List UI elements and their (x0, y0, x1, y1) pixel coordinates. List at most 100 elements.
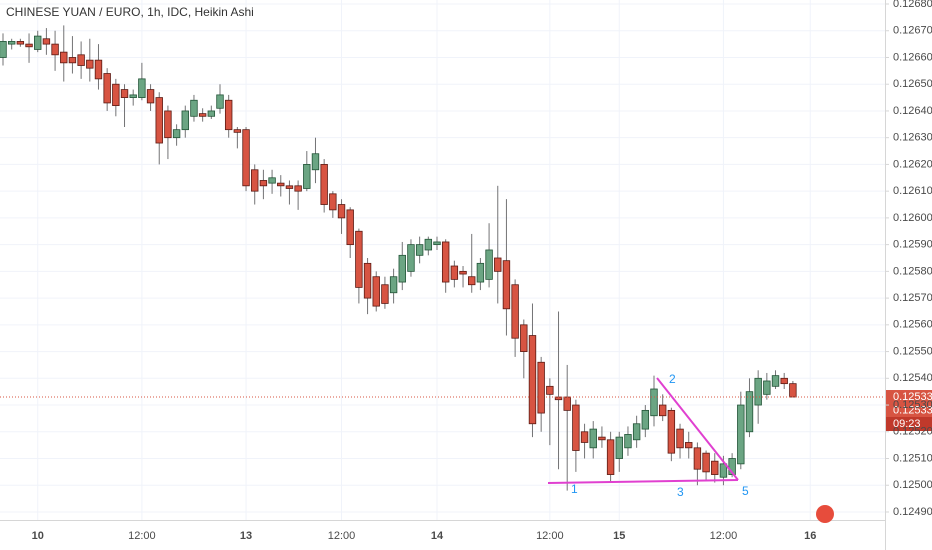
candle-body (763, 380, 771, 395)
candle-body (485, 249, 493, 280)
candle-body (658, 404, 667, 417)
candle-body (572, 404, 580, 451)
candle-body (294, 185, 302, 192)
x-tick-label: 12:00 (128, 530, 156, 542)
candle-body (693, 447, 702, 470)
y-tick-label: 0.12590 (893, 239, 932, 251)
candle-body (138, 78, 146, 98)
candle-body (433, 241, 441, 246)
candle-body (155, 97, 163, 144)
y-tick-label: 0.12500 (893, 479, 932, 491)
candle-body (667, 409, 676, 454)
candle-body (259, 180, 268, 187)
candle-body (728, 458, 736, 475)
candle-body (719, 463, 728, 478)
candle-body (389, 276, 398, 294)
x-tick-label: 12:00 (328, 530, 356, 542)
price-tag-label: 0.12533 (893, 391, 932, 403)
candle-body (476, 262, 485, 283)
y-tick-label: 0.12580 (893, 265, 932, 277)
candle-body (0, 41, 7, 58)
candle-body (468, 276, 476, 286)
candle-body (459, 270, 467, 275)
candle-body (589, 428, 597, 449)
candle-body (86, 59, 94, 69)
candle-body (337, 204, 346, 219)
y-tick-label: 0.12510 (893, 452, 932, 464)
y-tick-label: 0.12630 (893, 132, 932, 144)
candle-body (68, 57, 77, 64)
x-tick-label: 10 (32, 530, 44, 542)
candle-body (563, 396, 571, 411)
candle-body (424, 238, 433, 251)
candle-body (164, 110, 172, 139)
candle-body (103, 73, 111, 104)
candle-body (398, 254, 406, 283)
candle-body (51, 43, 59, 56)
x-tick-label: 13 (240, 530, 252, 542)
candle-body (216, 94, 224, 109)
candle-body (650, 388, 658, 417)
candle-body (172, 129, 181, 139)
price-tag-label: 09:23 (893, 418, 921, 430)
annotation: 2 (669, 372, 676, 386)
candle-body (745, 391, 754, 433)
candle-body (528, 335, 537, 425)
y-tick-label: 0.12570 (893, 292, 932, 304)
candle-body (268, 177, 276, 184)
chart-title: CHINESE YUAN / EURO, 1h, IDC, Heikin Ash… (6, 5, 254, 19)
y-tick-label: 0.12610 (893, 185, 932, 197)
candle-body (120, 89, 129, 98)
candle-body (780, 377, 788, 385)
y-tick-label: 0.12660 (893, 51, 932, 63)
candle-body (303, 164, 311, 189)
candle-body (277, 182, 285, 187)
candle-body (381, 284, 389, 304)
candle-body (685, 442, 693, 449)
y-tick-label: 0.12520 (893, 426, 932, 438)
candle-body (676, 428, 684, 449)
x-tick-label: 16 (804, 530, 816, 542)
candle-body (94, 59, 103, 80)
y-tick-label: 0.12640 (893, 105, 932, 117)
drawing (547, 377, 739, 484)
price-tag (886, 417, 932, 432)
candle-body (320, 164, 328, 205)
candle-body (34, 35, 42, 50)
candle-body (346, 209, 354, 246)
candle-body (580, 431, 589, 443)
y-tick-label: 0.12680 (893, 0, 932, 10)
candle-body (702, 452, 710, 473)
candle-body (598, 436, 606, 441)
candle-body (181, 110, 189, 131)
candle-body (511, 284, 519, 339)
candle-body (16, 41, 25, 45)
candle-body (242, 129, 250, 187)
candle-body (520, 324, 528, 352)
candle-body (251, 169, 259, 192)
candle-body (615, 436, 623, 459)
candle-body (737, 404, 745, 465)
x-tick-label: 14 (431, 530, 444, 542)
candle-body (546, 385, 554, 395)
annotation: 3 (677, 485, 684, 499)
candle-body (537, 361, 545, 414)
candle-body (624, 434, 632, 449)
y-tick-label: 0.12620 (893, 158, 932, 170)
candle-body (329, 193, 337, 211)
candle-body (285, 185, 294, 189)
candle-body (60, 51, 68, 64)
price-tag (886, 390, 932, 405)
candle-body (355, 230, 363, 288)
candle-body (789, 383, 797, 398)
candle-body (502, 260, 511, 310)
y-tick-label: 0.12670 (893, 25, 932, 37)
trend-line (547, 479, 739, 484)
y-tick-label: 0.12600 (893, 212, 932, 224)
candle-body (224, 99, 233, 131)
candle-body (450, 265, 459, 280)
x-tick-label: 15 (613, 530, 625, 542)
candle-body (112, 83, 120, 107)
